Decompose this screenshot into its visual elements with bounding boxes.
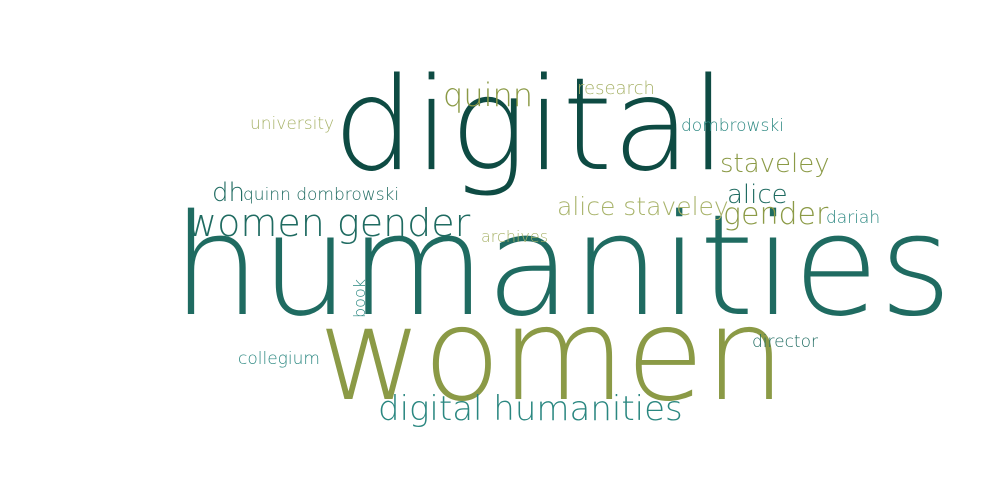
word-digital: digital bbox=[333, 51, 727, 200]
word-gender: gender bbox=[723, 197, 829, 232]
word-quinn-dombrowski: quinn dombrowski bbox=[243, 185, 400, 205]
word-staveley: staveley bbox=[720, 149, 830, 179]
word-book: book bbox=[350, 279, 369, 318]
word-dh: dh bbox=[212, 178, 245, 208]
word-dariah: dariah bbox=[826, 208, 881, 228]
word-digital-humanities: digital humanities bbox=[378, 389, 683, 429]
word-collegium: collegium bbox=[238, 349, 320, 369]
word-archives: archives bbox=[481, 227, 549, 246]
word-women: women bbox=[318, 281, 786, 430]
word-alice: alice bbox=[727, 180, 788, 210]
word-humanities: humanities bbox=[172, 185, 953, 348]
word-director: director bbox=[752, 332, 818, 352]
word-quinn: quinn bbox=[443, 76, 534, 114]
word-dombrowski: dombrowski bbox=[681, 116, 784, 136]
word-research: research bbox=[577, 78, 655, 99]
word-alice-staveley: alice staveley bbox=[557, 192, 729, 221]
word-women-gender: women gender bbox=[186, 201, 471, 245]
word-university: university bbox=[250, 114, 335, 134]
